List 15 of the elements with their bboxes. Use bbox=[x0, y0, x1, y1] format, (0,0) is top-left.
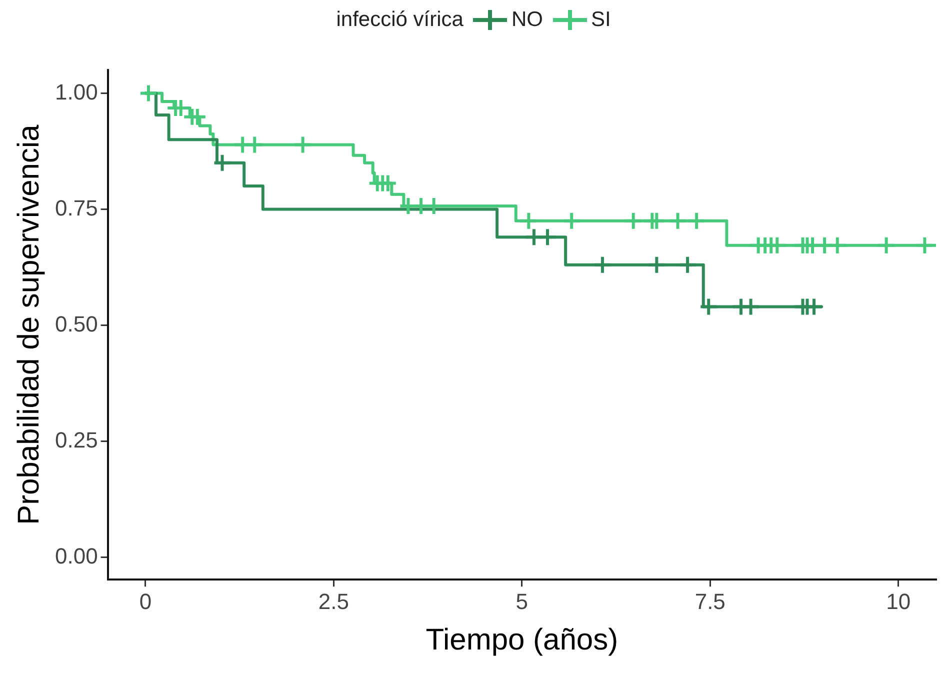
x-tick-label: 2.5 bbox=[318, 588, 349, 614]
y-tick-label: 1.00 bbox=[54, 79, 98, 104]
y-tick-label: 0.00 bbox=[54, 543, 98, 568]
x-tick-label: 10 bbox=[886, 588, 911, 614]
y-tick-label: 0.75 bbox=[54, 195, 98, 220]
legend-title: infecció vírica bbox=[336, 8, 464, 32]
x-tick-label: 0 bbox=[139, 588, 152, 614]
legend-label: NO bbox=[511, 8, 543, 32]
x-tick-label: 5 bbox=[516, 588, 528, 614]
x-tick-label: 7.5 bbox=[694, 588, 726, 614]
y-tick-label: 0.25 bbox=[54, 427, 98, 452]
x-axis-title: Tiempo (años) bbox=[426, 623, 618, 656]
y-axis-title: Probabilidad de supervivencia bbox=[12, 124, 46, 525]
legend-label: SI bbox=[590, 8, 611, 32]
y-tick-label: 0.50 bbox=[54, 311, 98, 336]
